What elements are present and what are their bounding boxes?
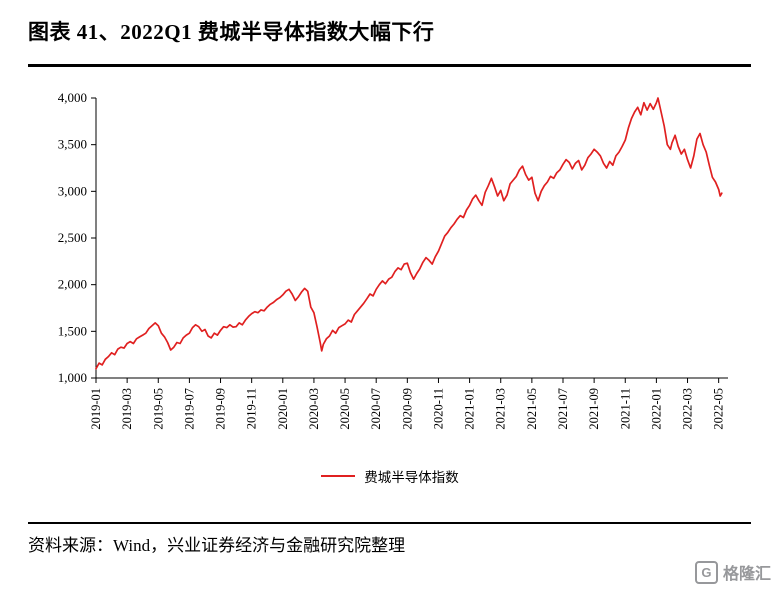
- svg-text:2021-09: 2021-09: [587, 388, 601, 430]
- svg-text:2020-05: 2020-05: [338, 388, 352, 430]
- gelonghui-logo: G 格隆汇: [694, 560, 771, 584]
- legend-label: 费城半导体指数: [364, 470, 459, 485]
- svg-text:1,000: 1,000: [58, 370, 87, 385]
- svg-text:2021-07: 2021-07: [556, 388, 570, 430]
- svg-text:2019-11: 2019-11: [245, 388, 259, 429]
- svg-text:2019-05: 2019-05: [151, 388, 165, 430]
- svg-text:2021-01: 2021-01: [463, 388, 477, 430]
- svg-text:2019-07: 2019-07: [182, 388, 196, 430]
- svg-text:2020-03: 2020-03: [307, 388, 321, 430]
- svg-text:2022-05: 2022-05: [712, 388, 726, 430]
- page-title: 图表 41、2022Q1 费城半导体指数大幅下行: [28, 20, 435, 44]
- title-divider: [28, 64, 751, 67]
- legend-line-swatch: [321, 475, 356, 477]
- svg-text:2021-11: 2021-11: [618, 388, 632, 429]
- gelonghui-icon: G: [694, 560, 718, 584]
- svg-text:4,000: 4,000: [58, 90, 87, 105]
- svg-text:3,500: 3,500: [58, 137, 87, 152]
- svg-text:2019-03: 2019-03: [120, 388, 134, 430]
- svg-text:2020-01: 2020-01: [276, 388, 290, 430]
- svg-text:2020-11: 2020-11: [431, 388, 445, 429]
- svg-text:2021-03: 2021-03: [494, 388, 508, 430]
- svg-text:2021-05: 2021-05: [525, 388, 539, 430]
- source-note: 资料来源：Wind，兴业证券经济与金融研究院整理: [28, 536, 406, 555]
- svg-text:2020-09: 2020-09: [400, 388, 414, 430]
- svg-text:1,500: 1,500: [58, 323, 87, 338]
- svg-text:3,000: 3,000: [58, 183, 87, 198]
- svg-text:2022-01: 2022-01: [649, 388, 663, 430]
- footer-divider: [28, 522, 751, 524]
- svg-text:2022-03: 2022-03: [681, 388, 695, 430]
- line-chart: 1,000 1,500 2,000 2,500 3,000 3,500 4,000 2019-…: [58, 90, 728, 430]
- gelonghui-text: 格隆汇: [722, 566, 771, 583]
- chart-legend: 费城半导体指数: [28, 466, 752, 486]
- svg-text:2019-01: 2019-01: [89, 388, 103, 430]
- svg-text:2,500: 2,500: [58, 230, 87, 245]
- svg-text:2020-07: 2020-07: [369, 388, 383, 430]
- svg-text:2,000: 2,000: [58, 277, 87, 292]
- svg-text:2019-09: 2019-09: [214, 388, 228, 430]
